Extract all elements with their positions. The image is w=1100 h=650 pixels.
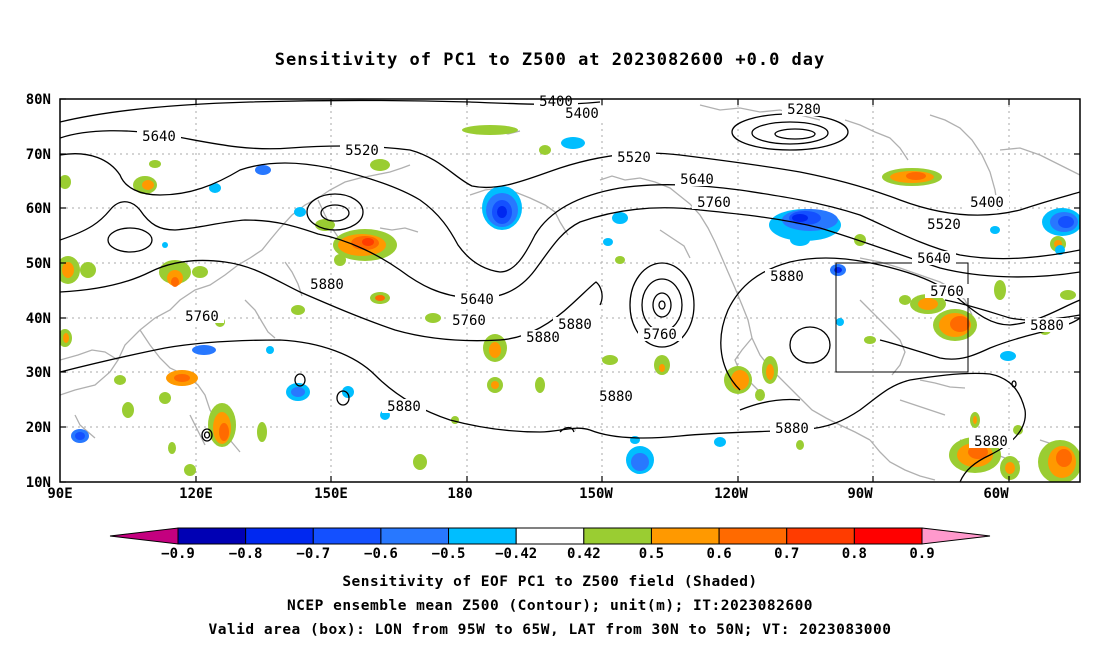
contour-5640-a [60, 153, 1080, 273]
footer-line-3: Valid area (box): LON from 95W to 65W, L… [208, 622, 892, 638]
low-kamchatka [306, 193, 364, 231]
contour-label: 5880 [558, 317, 592, 333]
colorbar-label: −0.9 [161, 546, 195, 562]
colorbar-swatch [718, 527, 788, 545]
colorbar-swatch [650, 527, 720, 545]
lat-label: 10N [26, 475, 51, 491]
contour-label: 5760 [185, 309, 219, 325]
lat-label: 20N [26, 420, 51, 436]
colorbar-label: 0.5 [639, 546, 664, 562]
colorbar-label: −0.7 [296, 546, 330, 562]
contour-label: 5880 [775, 421, 809, 437]
lon-label: 90E [47, 486, 72, 502]
contour-label: 5880 [1030, 318, 1064, 334]
colorbar-swatch [786, 527, 855, 545]
colorbar-label: −0.42 [495, 546, 537, 562]
colorbar-label: 0.9 [909, 546, 934, 562]
contour-label: 5880 [974, 434, 1008, 450]
contour-label: 5760 [930, 284, 964, 300]
footer-line-2: NCEP ensemble mean Z500 (Contour); unit(… [286, 598, 814, 614]
valid-area-box [835, 262, 969, 373]
colorbar-max-arrow [921, 527, 991, 545]
low-pacific-5760 [629, 262, 695, 348]
contour-5880-c [720, 257, 1080, 391]
positive-patches [60, 125, 1080, 482]
colorbar: −0.9 −0.8 −0.7 −0.6 −0.5 −0.42 0.42 0.5 0.6 0.7 0.… [109, 527, 991, 562]
contour-label: 5880 [387, 399, 421, 415]
lat-label: 40N [26, 311, 51, 327]
contour-label: 5880 [599, 389, 633, 405]
lon-axis: 90E 120E 150E 180 150W 120W 90W 60W [47, 486, 1009, 502]
contour-label-layer: 5400 5400 5280 5640 5520 5520 5640 5760 … [137, 94, 1069, 450]
contour-label: 5880 [526, 330, 560, 346]
lat-label: 30N [26, 365, 51, 381]
contour-label: 5640 [142, 129, 176, 145]
contour-label: 5520 [617, 150, 651, 166]
lat-label: 70N [26, 147, 51, 163]
colorbar-label: 0.42 [567, 546, 601, 562]
contour-label: 5520 [345, 143, 379, 159]
lon-label: 180 [447, 486, 472, 502]
map-frame [59, 98, 1081, 483]
map-title: Sensitivity of PC1 to Z500 at 2023082600… [274, 50, 826, 70]
contour-label: 5640 [460, 292, 494, 308]
contour-label: 5400 [970, 195, 1004, 211]
contour-5400-a [60, 99, 601, 123]
lon-label: 60W [983, 486, 1009, 502]
colorbar-swatch [853, 527, 923, 545]
colorbar-swatch [515, 527, 585, 545]
lat-axis: 80N 70N 60N 50N 40N 30N 20N 10N [26, 92, 51, 491]
contour-label: 5640 [680, 172, 714, 188]
lat-label: 60N [26, 201, 51, 217]
contour-label: 5640 [917, 251, 951, 267]
lon-label: 150W [579, 486, 613, 502]
lon-label: 120W [714, 486, 748, 502]
lat-label: 50N [26, 256, 51, 272]
colorbar-swatch [448, 527, 517, 545]
contour-label: 5280 [787, 102, 821, 118]
contour-label: 5400 [565, 106, 599, 122]
colorbar-swatch [245, 527, 314, 545]
colorbar-label: −0.5 [432, 546, 466, 562]
footer-line-1: Sensitivity of EOF PC1 to Z500 field (Sh… [342, 574, 758, 590]
contour-label: 5760 [643, 327, 677, 343]
lon-label: 150E [314, 486, 348, 502]
contour-label: 5520 [927, 217, 961, 233]
colorbar-label: 0.6 [706, 546, 731, 562]
contour-5520-a [60, 130, 1080, 216]
sensitivity-shading [60, 125, 1080, 482]
contour-label: 5880 [770, 269, 804, 285]
axis-ticks [60, 98, 1080, 483]
lon-label: 120E [179, 486, 213, 502]
colorbar-label: 0.8 [842, 546, 867, 562]
negative-patches [71, 137, 1080, 474]
colorbar-label: −0.6 [364, 546, 398, 562]
colorbar-label: 0.7 [774, 546, 799, 562]
colorbar-swatch [177, 527, 247, 545]
contour-5880-b [60, 339, 1026, 482]
colorbar-min-arrow [109, 527, 179, 545]
contour-label: 5760 [452, 313, 486, 329]
contour-5880-a [60, 259, 603, 342]
colorbar-swatch [312, 527, 382, 545]
lon-label: 90W [847, 486, 873, 502]
lat-label: 80N [26, 92, 51, 108]
colorbar-swatch [583, 527, 652, 545]
colorbar-swatch [380, 527, 450, 545]
contour-label: 5880 [310, 277, 344, 293]
contour-label: 5760 [697, 195, 731, 211]
colorbar-label: −0.8 [229, 546, 263, 562]
